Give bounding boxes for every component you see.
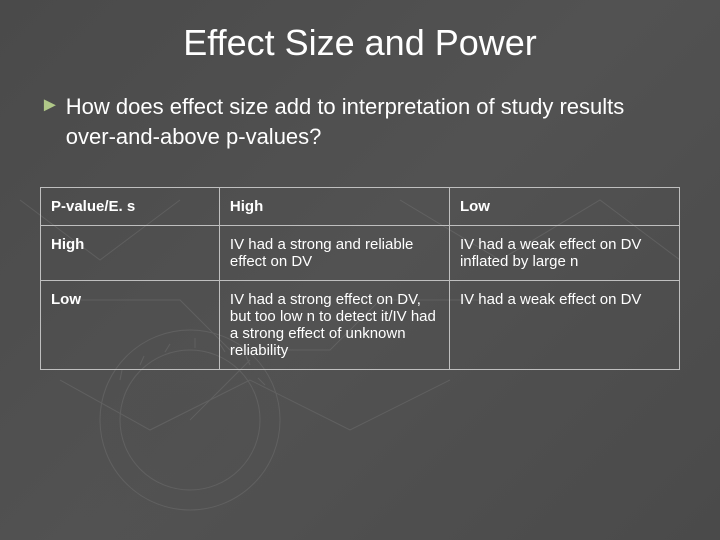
slide-title: Effect Size and Power — [0, 0, 720, 64]
effect-size-table: P-value/E. s High Low High IV had a stro… — [40, 187, 680, 370]
table-cell: IV had a weak effect on DV inflated by l… — [449, 226, 679, 281]
table-header-row: P-value/E. s High Low — [41, 188, 680, 226]
bullet-item: ► How does effect size add to interpreta… — [0, 64, 720, 151]
triangle-bullet-icon: ► — [40, 92, 60, 118]
table-cell: IV had a strong and reliable effect on D… — [219, 226, 449, 281]
row-label: High — [41, 226, 220, 281]
bullet-text: How does effect size add to interpretati… — [66, 92, 680, 151]
table-cell: IV had a strong effect on DV, but too lo… — [219, 281, 449, 370]
table-header: High — [219, 188, 449, 226]
table-cell: IV had a weak effect on DV — [449, 281, 679, 370]
table-row: Low IV had a strong effect on DV, but to… — [41, 281, 680, 370]
row-label: Low — [41, 281, 220, 370]
table-header: P-value/E. s — [41, 188, 220, 226]
table-container: P-value/E. s High Low High IV had a stro… — [0, 151, 720, 370]
table-row: High IV had a strong and reliable effect… — [41, 226, 680, 281]
table-header: Low — [449, 188, 679, 226]
